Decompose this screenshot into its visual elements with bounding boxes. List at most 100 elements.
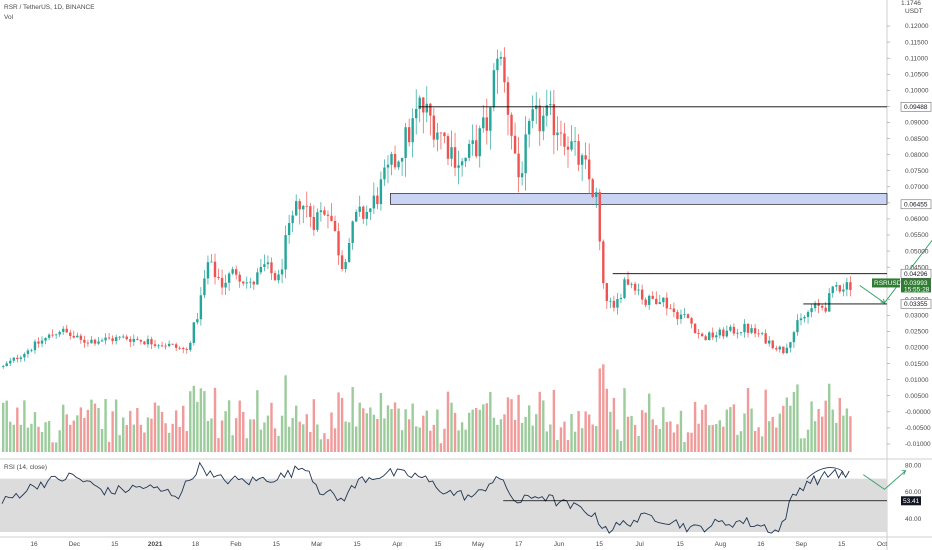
volume-bar bbox=[457, 430, 460, 452]
price-tick-label: -0.00500 bbox=[905, 425, 931, 432]
rsi-peak-curve bbox=[806, 467, 844, 479]
candle-body bbox=[118, 336, 121, 338]
volume-bar bbox=[436, 409, 439, 452]
volume-bar bbox=[630, 415, 633, 452]
candle-body bbox=[266, 262, 270, 265]
candle-body bbox=[358, 206, 361, 212]
candle-body bbox=[224, 282, 227, 288]
volume-bar bbox=[838, 398, 842, 452]
volume-bar bbox=[750, 408, 753, 452]
candle-body bbox=[185, 348, 188, 350]
volume-bar bbox=[72, 420, 75, 452]
candle-body bbox=[86, 342, 90, 344]
candle-body bbox=[531, 109, 534, 121]
candle-body bbox=[249, 281, 252, 283]
volume-bar bbox=[160, 412, 164, 452]
price-pane[interactable] bbox=[0, 0, 887, 458]
volume-bar bbox=[418, 427, 421, 452]
volume-bar bbox=[90, 399, 93, 452]
price-tick-label: 0.07000 bbox=[905, 184, 929, 191]
volume-bar bbox=[16, 407, 19, 452]
candle-body bbox=[51, 334, 54, 336]
volume-bar bbox=[2, 402, 5, 452]
volume-bar bbox=[768, 421, 771, 452]
candle-body bbox=[316, 212, 319, 230]
volume-bar bbox=[340, 397, 344, 452]
candle-body bbox=[510, 114, 513, 136]
time-tick-label: 15 bbox=[838, 541, 846, 548]
candle-body bbox=[782, 346, 785, 354]
candle-body bbox=[309, 206, 312, 217]
candle-body bbox=[683, 314, 686, 315]
volume-bar bbox=[778, 413, 781, 452]
volume-bar bbox=[242, 411, 245, 452]
candle-body bbox=[644, 299, 647, 305]
volume-bar bbox=[358, 402, 361, 452]
candle-body bbox=[167, 343, 171, 347]
volume-bar bbox=[672, 432, 676, 452]
rsi-tick-label: 40.00 bbox=[905, 516, 922, 523]
candle-body bbox=[425, 103, 428, 113]
level-tag-resistance_mid: 0.04296 bbox=[904, 271, 928, 278]
candle-body bbox=[655, 298, 658, 305]
candle-body bbox=[189, 342, 192, 350]
candle-body bbox=[291, 215, 294, 224]
candle-body bbox=[252, 281, 256, 285]
candle-body bbox=[337, 231, 340, 256]
candle-body bbox=[778, 346, 781, 350]
volume-bar bbox=[662, 407, 665, 452]
volume-bar bbox=[171, 423, 174, 452]
candle-body bbox=[143, 341, 146, 345]
volume-bar bbox=[337, 392, 340, 452]
candle-body bbox=[30, 350, 33, 351]
volume-bar bbox=[810, 401, 813, 452]
candle-body bbox=[404, 127, 407, 158]
volume-bar bbox=[259, 429, 263, 452]
last-price-box bbox=[901, 278, 931, 293]
volume-bar bbox=[174, 410, 178, 452]
candle-body bbox=[792, 332, 796, 343]
price-tick-label: 0.06000 bbox=[905, 216, 929, 223]
candle-body bbox=[806, 312, 810, 317]
candle-body bbox=[732, 326, 736, 334]
candle-body bbox=[153, 344, 157, 346]
volume-bar bbox=[718, 420, 721, 452]
volume-bar bbox=[460, 422, 464, 452]
volume-bar bbox=[256, 390, 259, 452]
candle-body bbox=[302, 205, 305, 210]
price-tick-label: 0.08000 bbox=[905, 152, 929, 159]
volume-bar bbox=[386, 405, 390, 452]
candle-body bbox=[563, 133, 566, 147]
candle-body bbox=[174, 344, 178, 348]
candle-body bbox=[376, 195, 379, 205]
candle-body bbox=[690, 318, 693, 324]
volume-bar bbox=[266, 415, 270, 452]
candle-body bbox=[591, 179, 594, 197]
level-tag-resistance_high: 0.09488 bbox=[904, 104, 928, 111]
candle-body bbox=[517, 153, 520, 178]
candle-body bbox=[213, 261, 217, 278]
volume-bar bbox=[700, 409, 704, 452]
candle-body bbox=[492, 70, 496, 108]
volume-bar bbox=[104, 399, 107, 452]
candle-body bbox=[785, 347, 789, 354]
volume-bar bbox=[203, 391, 206, 452]
candle-body bbox=[111, 338, 114, 342]
candle-body bbox=[845, 282, 849, 290]
candle-body bbox=[210, 261, 213, 263]
candle-body bbox=[708, 332, 711, 341]
candle-body bbox=[715, 335, 718, 338]
volume-bar bbox=[506, 397, 510, 452]
candle-body bbox=[104, 337, 107, 341]
candle-body bbox=[418, 97, 421, 110]
volume-bar bbox=[333, 428, 337, 452]
volume-bar bbox=[499, 419, 503, 452]
volume-bar bbox=[425, 410, 428, 452]
volume-bar bbox=[330, 412, 333, 452]
candle-body bbox=[775, 348, 778, 350]
level-tag-resistance_mid-box bbox=[900, 268, 932, 279]
last-price-label: 0.03993 bbox=[904, 280, 928, 287]
volume-bar bbox=[227, 400, 231, 452]
volume-bar bbox=[326, 439, 330, 452]
